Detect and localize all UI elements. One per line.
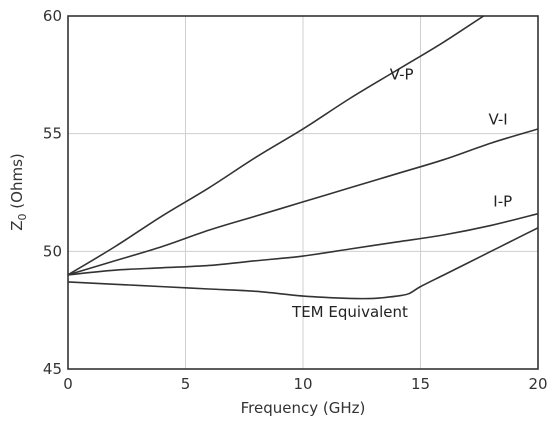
y-axis-label-main: Z <box>8 220 26 230</box>
x-tick-label-5: 5 <box>181 375 191 393</box>
x-axis-label: Frequency (GHz) <box>241 399 366 417</box>
y-axis-label-rest: (Ohms) <box>8 153 26 213</box>
series-label-v-i: V-I <box>488 110 507 128</box>
x-tick-label-10: 10 <box>293 375 312 393</box>
y-tick-label-50: 50 <box>43 242 62 260</box>
y-tick-label-60: 60 <box>43 7 62 25</box>
tick-labels: 0 5 10 15 20 45 50 55 60 <box>43 7 548 393</box>
series-line-tem-equivalent <box>68 227 538 300</box>
y-axis-label: Z0 (Ohms) <box>8 153 29 231</box>
series-label-i-p: I-P <box>493 193 512 211</box>
plot-frame <box>67 15 539 370</box>
series-labels: V-P V-I I-P TEM Equivalent <box>291 66 512 322</box>
x-tick-label-20: 20 <box>528 375 547 393</box>
series-label-v-p: V-P <box>390 66 414 84</box>
series-line-v-p <box>68 16 486 276</box>
y-axis-label-subscript: 0 <box>16 213 29 220</box>
x-tick-label-0: 0 <box>63 375 73 393</box>
y-tick-label-55: 55 <box>43 125 62 143</box>
series-line-v-i <box>68 128 538 276</box>
series-line-i-p <box>68 212 538 276</box>
y-tick-label-45: 45 <box>43 360 62 378</box>
x-tick-label-15: 15 <box>411 375 430 393</box>
series-label-tem-equivalent: TEM Equivalent <box>291 303 408 321</box>
series-layer <box>68 16 538 300</box>
